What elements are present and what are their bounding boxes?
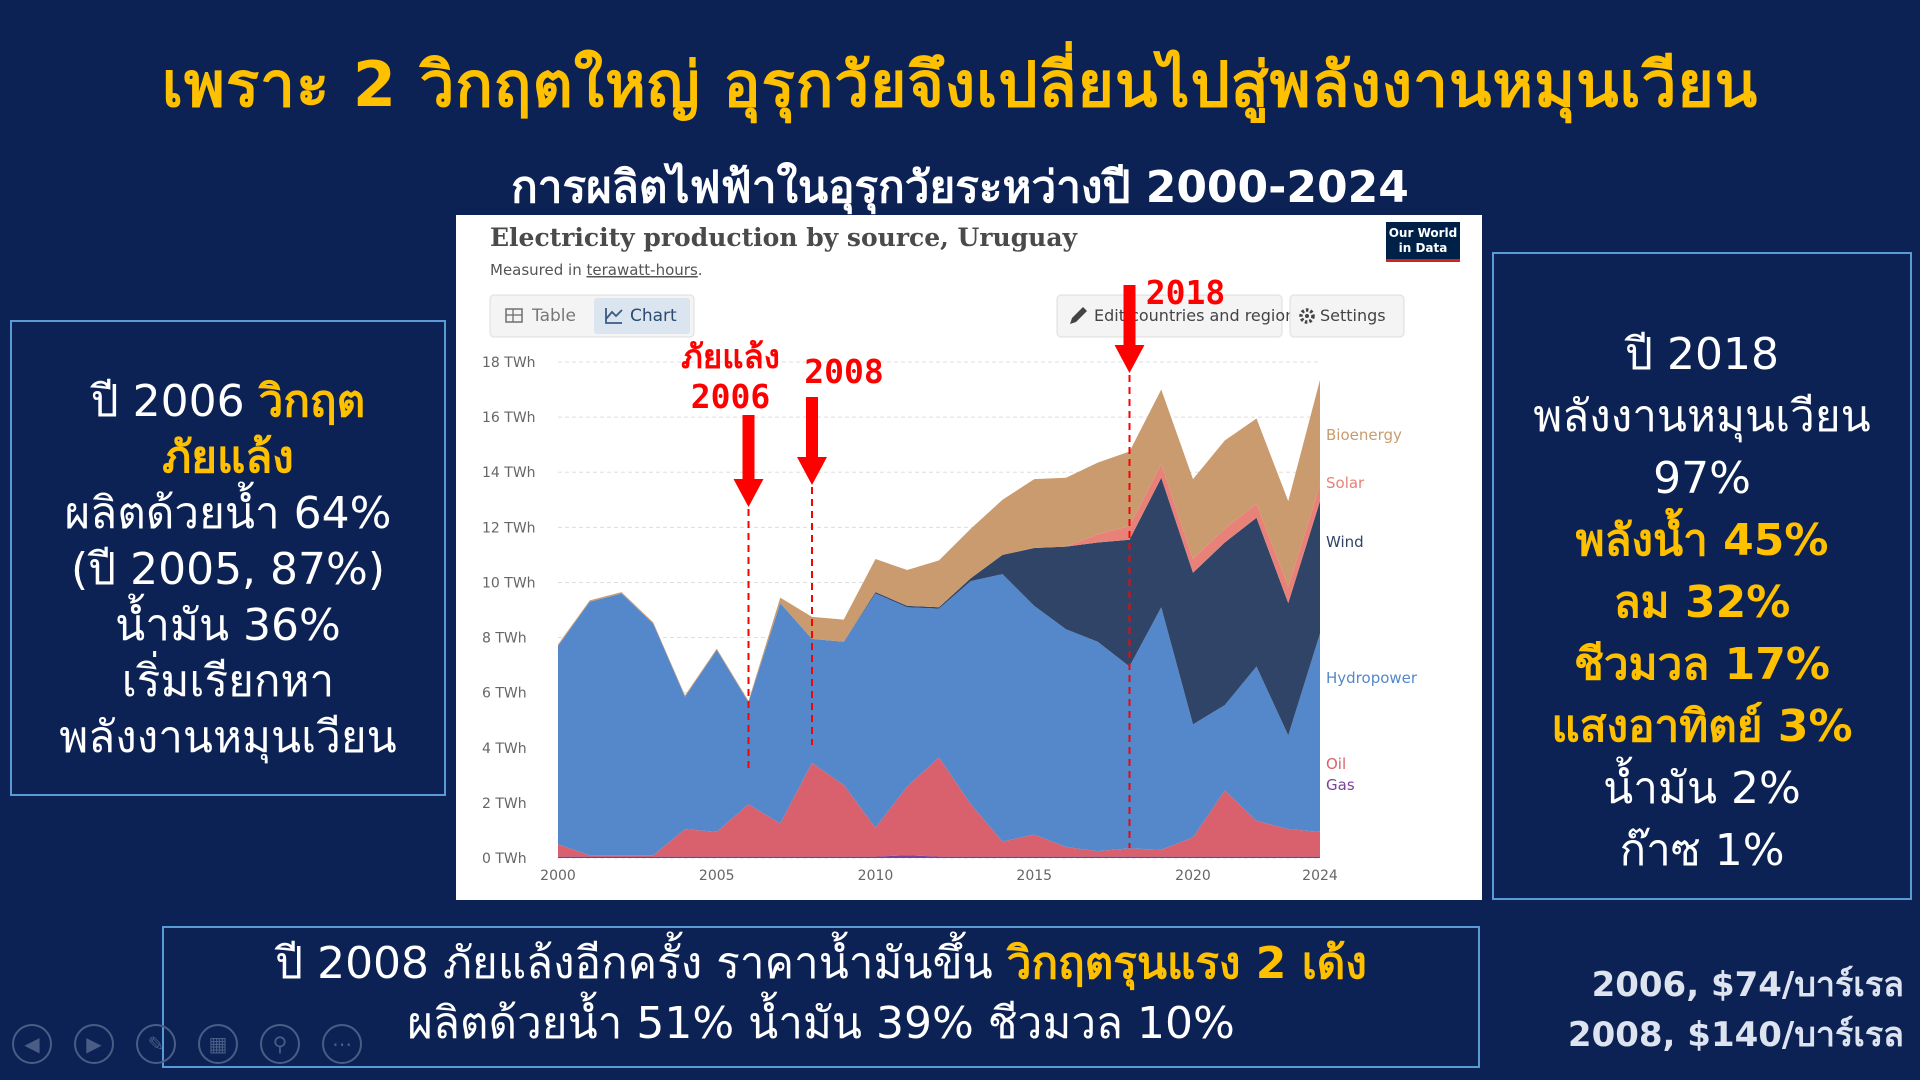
- zoom-icon[interactable]: ⚲: [260, 1024, 300, 1064]
- svg-text:Settings: Settings: [1320, 306, 1386, 325]
- legend-oil: Oil: [1326, 755, 1346, 773]
- year-2008-arrow-head: [797, 457, 827, 485]
- y-tick-label: 10 TWh: [482, 575, 536, 591]
- y-tick-label: 14 TWh: [482, 465, 536, 481]
- slideshow-controls: ◀ ▶ ✎ ▦ ⚲ ⋯: [12, 1024, 362, 1064]
- x-tick-label: 2000: [540, 868, 576, 884]
- y-tick-label: 6 TWh: [482, 686, 527, 702]
- year-2008-label: 2008: [804, 352, 883, 391]
- year-2018-arrow: [1123, 285, 1136, 347]
- tab-table[interactable]: Table: [505, 306, 576, 326]
- right-solar-share: แสงอาทิตย์ 3%: [1551, 701, 1853, 752]
- legend-gas: Gas: [1326, 776, 1355, 794]
- slide-title: เพราะ 2 วิกฤตใหญ่ อุรุกวัยจึงเปลี่ยนไปสู…: [161, 48, 1759, 121]
- next-slide-icon[interactable]: ▶: [74, 1024, 114, 1064]
- left-line-7: พลังงานหมุนเวียน: [59, 712, 397, 763]
- legend-bioenergy: Bioenergy: [1326, 426, 1402, 444]
- right-info-box: ปี 2018 พลังงานหมุนเวียน 97% พลังน้ำ 45%…: [1492, 252, 1912, 900]
- double-crisis-highlight: วิกฤตรุนแรง 2 เด้ง: [1006, 938, 1367, 989]
- left-line-1: ปี 2006 วิกฤต: [90, 376, 366, 427]
- year-2008-arrow: [806, 397, 818, 459]
- year-2018-label: 2018: [1146, 273, 1225, 312]
- legend-wind: Wind: [1326, 533, 1364, 551]
- year-2018-arrow-head: [1114, 345, 1145, 373]
- chart-labels: Gas Oil Hydropower Wind Solar Bioenergy: [1326, 426, 1418, 794]
- more-options-icon[interactable]: ⋯: [322, 1024, 362, 1064]
- svg-text:Table: Table: [531, 306, 576, 326]
- bottom-line-1: ปี 2008 ภัยแล้งอีกครั้ง ราคาน้ำมันขึ้น ว…: [275, 938, 1367, 989]
- left-info-box: ปี 2006 วิกฤต ภัยแล้ง ผลิตด้วยน้ำ 64% (ป…: [10, 320, 446, 796]
- right-hydro-share: พลังน้ำ 45%: [1575, 515, 1829, 566]
- view-toggle: [489, 294, 695, 338]
- drought-label: ภัยแล้ง: [681, 337, 780, 376]
- left-line-5: น้ำมัน 36%: [115, 600, 341, 651]
- svg-text:Chart: Chart: [630, 306, 677, 326]
- drought-highlight: ภัยแล้ง: [162, 432, 294, 483]
- chart-card: Electricity production by source, Urugua…: [456, 215, 1482, 900]
- chart-subtitle: Measured in terawatt-hours.: [490, 261, 703, 279]
- y-tick-label: 2 TWh: [482, 796, 527, 812]
- drought-2006-arrow-head: [733, 479, 764, 507]
- right-line-1: ปี 2018: [1625, 329, 1779, 380]
- y-tick-label: 4 TWh: [482, 741, 527, 757]
- y-tick-label: 0 TWh: [482, 851, 527, 867]
- x-tick-label: 2024: [1302, 868, 1338, 884]
- y-tick-label: 18 TWh: [482, 355, 536, 371]
- right-wind-share: ลม 32%: [1613, 577, 1791, 628]
- right-bio-share: ชีวมวล 17%: [1574, 639, 1830, 690]
- bottom-line-2: ผลิตด้วยน้ำ 51% น้ำมัน 39% ชีวมวล 10%: [407, 998, 1235, 1049]
- edit-countries-button[interactable]: Edit countries and regions: [1056, 294, 1304, 338]
- settings-button[interactable]: Settings: [1289, 294, 1405, 338]
- chart-title: Electricity production by source, Urugua…: [490, 223, 1079, 252]
- owid-logo[interactable]: Our World in Data: [1386, 222, 1460, 262]
- bottom-info-box: ปี 2008 ภัยแล้งอีกครั้ง ราคาน้ำมันขึ้น ว…: [162, 926, 1480, 1068]
- right-oil-share: น้ำมัน 2%: [1603, 763, 1801, 814]
- left-line-6: เริ่มเรียกหา: [121, 656, 335, 707]
- legend-solar: Solar: [1326, 474, 1365, 492]
- price-2008: 2008, $140/บาร์เรล: [1567, 1015, 1904, 1055]
- left-line-4: (ปี 2005, 87%): [71, 544, 385, 595]
- svg-text:Our World: Our World: [1389, 226, 1458, 240]
- crisis-highlight: วิกฤต: [258, 376, 366, 427]
- svg-text:Edit countries and regions: Edit countries and regions: [1094, 306, 1304, 325]
- pencil-icon: [1070, 307, 1087, 324]
- y-tick-label: 12 TWh: [482, 520, 536, 536]
- x-tick-label: 2010: [858, 868, 894, 884]
- area-wind[interactable]: [558, 477, 1320, 736]
- area-oil[interactable]: [558, 757, 1320, 857]
- x-tick-label: 2020: [1175, 868, 1211, 884]
- svg-text:in Data: in Data: [1399, 241, 1448, 255]
- previous-slide-icon[interactable]: ◀: [12, 1024, 52, 1064]
- x-tick-label: 2005: [699, 868, 735, 884]
- x-tick-label: 2015: [1016, 868, 1052, 884]
- slide-subtitle: การผลิตไฟฟ้าในอุรุกวัยระหว่างปี 2000-202…: [511, 162, 1409, 213]
- gear-icon: [1299, 308, 1315, 324]
- y-tick-label: 8 TWh: [482, 631, 527, 647]
- slides-grid-icon[interactable]: ▦: [198, 1024, 238, 1064]
- left-line-3: ผลิตด้วยน้ำ 64%: [64, 488, 392, 539]
- right-gas-share: ก๊าซ 1%: [1619, 825, 1785, 876]
- chart-areas: [558, 379, 1320, 858]
- right-line-2: พลังงานหมุนเวียน: [1533, 391, 1871, 442]
- terawatt-hours-link[interactable]: terawatt-hours: [586, 261, 697, 279]
- chart-icon: [605, 308, 623, 324]
- legend-hydropower: Hydropower: [1326, 669, 1418, 687]
- drought-year-label: 2006: [691, 377, 770, 416]
- oil-price-note: 2006, $74/บาร์เรล 2008, $140/บาร์เรล: [1464, 960, 1904, 1060]
- chart-svg: Electricity production by source, Urugua…: [482, 222, 1460, 884]
- drought-2006-arrow: [742, 415, 755, 481]
- right-line-3: 97%: [1653, 453, 1751, 504]
- y-tick-label: 16 TWh: [482, 410, 536, 426]
- price-2006: 2006, $74/บาร์เรล: [1591, 965, 1904, 1005]
- tab-chart[interactable]: Chart: [605, 306, 677, 326]
- pen-icon[interactable]: ✎: [136, 1024, 176, 1064]
